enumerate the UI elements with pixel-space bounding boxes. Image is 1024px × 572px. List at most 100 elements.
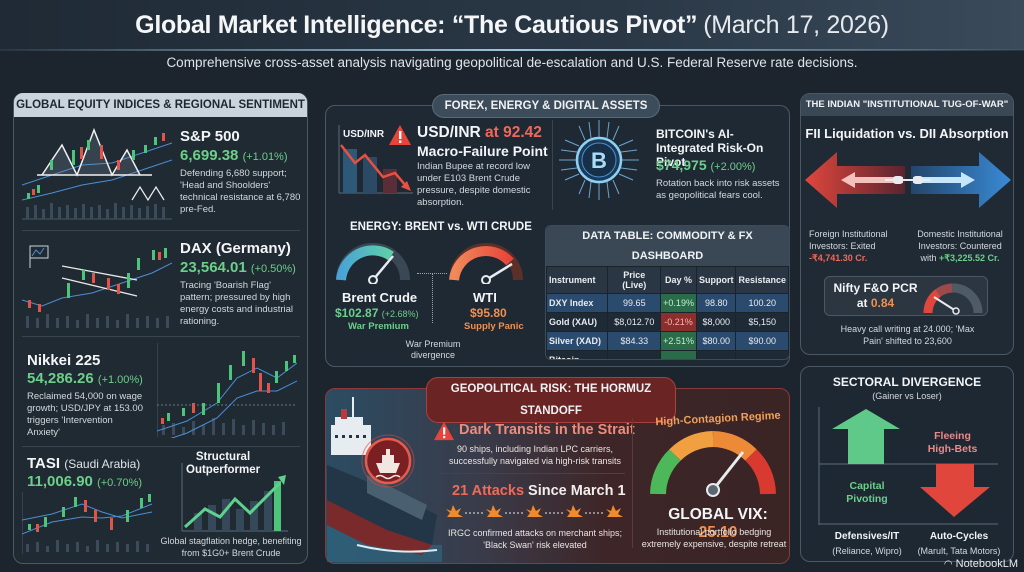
outperformer-note: Global stagflation hedge, benefiting fro… xyxy=(160,536,302,558)
sector-chart xyxy=(818,407,1003,525)
geo-vertical-divider xyxy=(632,418,633,548)
geo-section-title: GEOPOLITICAL RISK: THE HORMUZ STANDOFF xyxy=(426,377,676,423)
header-divider xyxy=(0,49,1024,51)
tasi-region: (Saudi Arabia) xyxy=(64,457,141,471)
equity-divider xyxy=(22,336,300,337)
notebooklm-watermark: ◠ NotebookLM xyxy=(943,558,1018,570)
brent-name: Brent Crude xyxy=(342,290,418,305)
vix-readout: GLOBAL VIX: 25.10 xyxy=(668,506,768,541)
equities-section-title: GLOBAL EQUITY INDICES & REGIONAL SENTIME… xyxy=(14,93,307,117)
pcr-gauge xyxy=(922,281,984,315)
sector-gain-label: Capital Pivoting xyxy=(846,480,888,505)
usdinr-chart-label: USD/INR xyxy=(343,129,385,140)
usdinr-note: Indian Bupee at record low under E103 Br… xyxy=(417,161,531,208)
geo-divider xyxy=(440,473,625,474)
ship-alert-icon xyxy=(360,433,416,489)
table-row: Bitcoin (BTC) $74,975 +2.00% $60,600 $78… xyxy=(546,350,789,359)
warning-icon xyxy=(433,421,455,441)
nikkei-name: Nikkei 225 xyxy=(27,352,101,369)
col-instrument: Instrument xyxy=(546,266,609,294)
outperformer-title: Structural Outperformer xyxy=(186,451,261,476)
vix-gauge xyxy=(648,430,778,498)
warning-icon xyxy=(388,124,412,146)
sector-subtitle: (Gainer vs Loser) xyxy=(872,391,942,401)
usdinr-title: USD/INR at 92.42 xyxy=(417,124,542,141)
nikkei-chart xyxy=(157,343,297,438)
svg-text:B: B xyxy=(591,148,607,173)
brent-gauge xyxy=(335,240,411,284)
data-table-title: DATA TABLE: COMMODITY & FX DASHBOARD xyxy=(546,226,789,266)
pcr-card xyxy=(824,276,988,316)
nikkei-value: 54,286.26 xyxy=(27,370,94,387)
wti-value: $95.80 xyxy=(470,306,507,320)
dii-label: Domestic Institutional Investors: Counte… xyxy=(917,229,1003,263)
divergence-connector-vertical xyxy=(432,273,433,323)
sp500-chart xyxy=(22,125,172,220)
dii-value: +₹3,225.52 Cr. xyxy=(939,253,1000,263)
dax-quote: 23,564.01 (+0.50%) xyxy=(180,259,296,276)
header: Global Market Intelligence: “The Cautiou… xyxy=(0,0,1024,50)
table-row: Gold (XAU) $8,012.70 -0.21% $8,000 $5,15… xyxy=(546,312,789,332)
tasi-quote: 11,006.90 (+0.70%) xyxy=(27,473,142,490)
dax-change: (+0.50%) xyxy=(250,263,296,275)
outperformer-chart xyxy=(180,463,290,533)
india-heading: FII Liquidation vs. DII Absorption xyxy=(805,126,1009,141)
table-row: DXY Index 99.65 +0.19% 98.80 100.20 xyxy=(546,293,789,313)
col-resistance: Resistance xyxy=(735,266,789,294)
equity-divider xyxy=(22,230,300,231)
sp500-name: S&P 500 xyxy=(180,128,240,145)
brent-quote: $102.87 (+2.68%) xyxy=(335,306,419,320)
nikkei-note: Reclaimed 54,000 on wage growth; USD/JPY… xyxy=(27,391,143,438)
flag-icon xyxy=(29,245,49,268)
bitcoin-quote: $74,975 (+2.00%) xyxy=(656,157,755,173)
tasi-name: TASI (Saudi Arabia) xyxy=(27,455,141,472)
page-subtitle: Comprehensive cross-asset analysis navig… xyxy=(166,55,858,70)
wti-gauge xyxy=(448,240,524,284)
col-support: Support xyxy=(695,266,737,294)
tasi-change: (+0.70%) xyxy=(97,477,143,489)
col-price: Price (Live) xyxy=(607,266,662,294)
forex-section-title: FOREX, ENERGY & DIGITAL ASSETS xyxy=(432,94,660,118)
wti-name: WTI xyxy=(473,290,497,305)
fii-value: -₹4,741.30 Cr. xyxy=(809,253,868,263)
tasi-value: 11,006.90 xyxy=(27,473,93,490)
equity-divider xyxy=(22,446,300,447)
wti-tag: Supply Panic xyxy=(464,321,524,332)
sp500-change: (+1.01%) xyxy=(242,151,288,163)
usdinr-subtitle: Macro-Failure Point xyxy=(417,143,548,159)
bitcoin-note: Rotation back into risk assets as geopol… xyxy=(656,178,780,201)
nikkei-quote: 54,286.26 (+1.00%) xyxy=(27,370,143,387)
pcr-note: Heavy call writing at 24.000; 'Max Pain'… xyxy=(840,324,975,346)
attack-timeline xyxy=(445,503,630,521)
sector-loss-companies: (Marult, Tata Motors) xyxy=(917,546,1001,556)
vix-note: Institutional portfolio bedging extremel… xyxy=(641,527,787,549)
brent-tag: War Premium xyxy=(348,321,409,332)
attacks-title: 21 Attacks Since March 1 xyxy=(452,483,626,499)
usdinr-chart xyxy=(337,125,415,195)
dax-name: DAX (Germany) xyxy=(180,240,291,257)
sector-gain-companies: (Reliance, Wipro) xyxy=(832,546,902,556)
notebooklm-logo-icon: ◠ xyxy=(943,559,953,570)
tasi-chart xyxy=(22,492,154,554)
bitcoin-icon: B xyxy=(557,118,641,202)
dax-note: Tracing 'Boarish Flag' pattern; pressure… xyxy=(180,280,294,327)
dax-value: 23,564.01 xyxy=(180,259,247,276)
pcr-label: Nifty F&O PCR at 0.84 xyxy=(833,281,918,310)
forex-divider xyxy=(552,120,553,210)
sector-loss-label: Fleeing High-Bets xyxy=(927,430,978,455)
sp500-quote: 6,699.38 (+1.01%) xyxy=(180,147,288,164)
energy-title: ENERGY: BRENT vs. WTI CRUDE xyxy=(350,221,532,233)
bitcoin-value: $74,975 xyxy=(656,157,707,173)
table-row: Silver (XAD) $84.33 +2.51% $80.00 $90.00 xyxy=(546,331,789,351)
data-table: Instrument Price (Live) Day % Support Re… xyxy=(546,266,789,359)
dark-transits-title: Dark Transits in the Strait xyxy=(459,422,635,438)
attacks-note: IRGC confirmed attacks on merchant ships… xyxy=(447,528,623,550)
fii-label: Foreign Institutional Investors: Exited -… xyxy=(809,229,888,263)
sector-title: SECTORAL DIVERGENCE xyxy=(832,375,982,389)
bitcoin-title: BITCOIN's AI-Integrated Risk-On Pivot xyxy=(656,127,764,169)
dax-chart xyxy=(22,238,172,330)
bitcoin-change: (+2.00%) xyxy=(710,161,756,173)
pcr-value: 0.84 xyxy=(870,296,895,310)
tug-of-war-illustration xyxy=(805,150,1011,210)
report-date: (March 17, 2026) xyxy=(703,10,889,39)
